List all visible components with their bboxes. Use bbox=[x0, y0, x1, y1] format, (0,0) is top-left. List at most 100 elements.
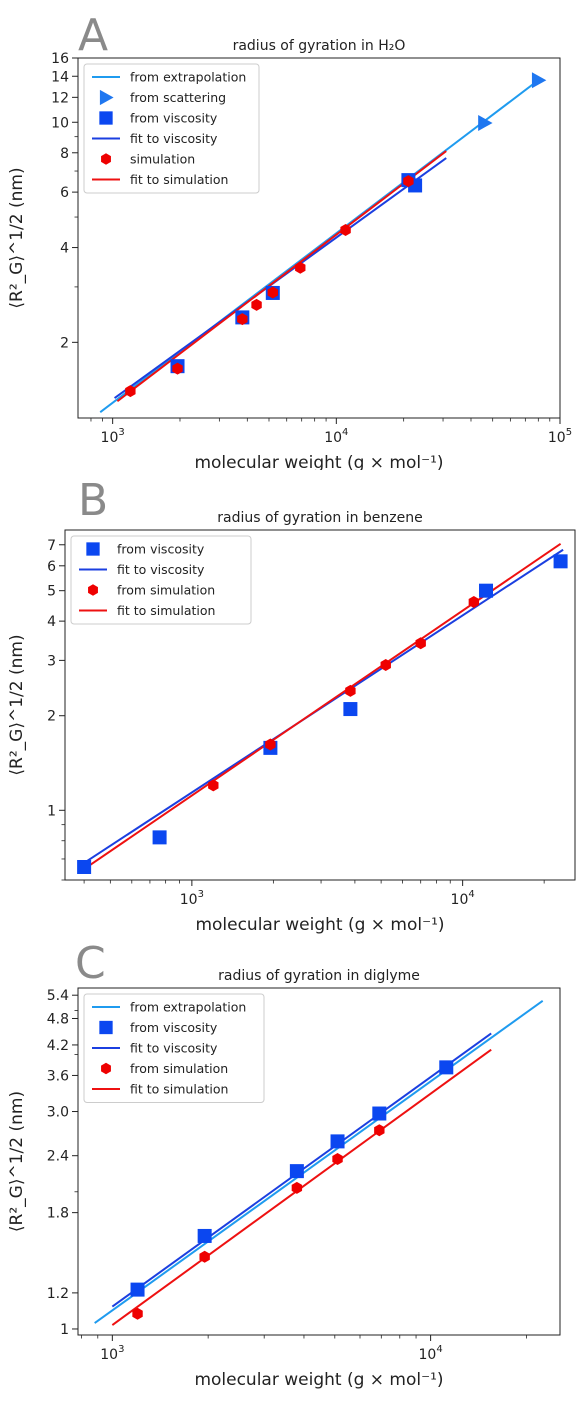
data-point-simulation bbox=[295, 261, 306, 274]
legend-label: from scattering bbox=[130, 90, 226, 105]
legend-box bbox=[83, 63, 260, 194]
data-point-simulation bbox=[237, 313, 248, 326]
y-tick-label: 4 bbox=[60, 241, 69, 257]
x-axis-label: molecular weight (g × mol⁻¹) bbox=[194, 453, 443, 470]
y-tick-label: 16 bbox=[51, 51, 69, 67]
data-point-simulation bbox=[251, 298, 262, 311]
legend-marker-icon bbox=[99, 111, 113, 125]
data-point-simulation bbox=[267, 286, 278, 299]
legend-marker-icon bbox=[99, 89, 114, 106]
x-tick-label: 104 bbox=[419, 1344, 443, 1363]
data-point-from-simulation bbox=[265, 738, 276, 751]
data-point-from-scattering bbox=[531, 72, 547, 89]
series-line-fit-to-simulation bbox=[83, 542, 562, 870]
y-axis: 2 4 6 8 10 12 14 16 bbox=[51, 51, 78, 351]
data-point-from-viscosity bbox=[439, 1060, 454, 1075]
data-point-simulation bbox=[172, 362, 183, 375]
y-tick-label: 1.2 bbox=[47, 1286, 69, 1302]
data-point-from-viscosity bbox=[479, 583, 494, 598]
legend: from extrapolation from scattering from vi… bbox=[83, 63, 260, 194]
y-tick-label: 10 bbox=[51, 115, 69, 131]
y-axis: 1 1.2 1.8 2.4 3.0 3.6 4.2 4.8 5.4 bbox=[47, 988, 78, 1338]
x-axis: 103 104 105 bbox=[101, 418, 572, 446]
legend: from extrapolation from viscosity fit to v… bbox=[83, 993, 265, 1103]
legend-label: fit to simulation bbox=[130, 172, 228, 187]
plot-frame bbox=[64, 529, 576, 881]
legend-label: from viscosity bbox=[130, 1020, 218, 1035]
data-point-from-simulation bbox=[374, 1124, 385, 1137]
data-point-from-viscosity bbox=[130, 1282, 145, 1297]
data-point-simulation bbox=[403, 175, 414, 188]
legend-label: fit to viscosity bbox=[130, 1041, 218, 1056]
x-tick-label: 105 bbox=[548, 427, 572, 446]
x-axis-label: molecular weight (g × mol⁻¹) bbox=[194, 1370, 443, 1390]
x-tick-label-base: 10 bbox=[451, 892, 469, 908]
data-point-from-viscosity bbox=[372, 1106, 387, 1121]
series-line-from-extrapolation bbox=[94, 999, 544, 1324]
y-tick-label: 4.8 bbox=[47, 1012, 69, 1028]
y-tick-label: 2 bbox=[60, 335, 69, 351]
x-tick-label-exponent: 4 bbox=[342, 427, 348, 438]
x-axis: 103 104 bbox=[180, 880, 475, 908]
legend-marker-icon bbox=[99, 1020, 113, 1035]
x-tick-label: 104 bbox=[451, 889, 475, 908]
legend-marker-icon bbox=[88, 584, 98, 596]
panel-letter: B bbox=[78, 475, 108, 526]
legend-label: from viscosity bbox=[117, 542, 205, 557]
y-tick-label: 8 bbox=[60, 146, 69, 162]
y-tick-label: 1 bbox=[47, 803, 56, 819]
panel-letter: A bbox=[78, 10, 108, 61]
data-point-from-simulation bbox=[132, 1307, 143, 1320]
plot-frame bbox=[77, 987, 561, 1336]
chart-title: radius of gyration in diglyme bbox=[218, 968, 420, 984]
legend-label: fit to simulation bbox=[130, 1082, 228, 1097]
y-tick-label: 1.8 bbox=[47, 1206, 69, 1222]
legend-marker-icon bbox=[86, 542, 100, 556]
plot-area bbox=[99, 72, 547, 413]
y-tick-label: 2.4 bbox=[47, 1149, 69, 1165]
legend-label: from simulation bbox=[117, 583, 215, 598]
x-tick-label: 103 bbox=[100, 1344, 124, 1363]
legend-marker-icon bbox=[101, 1062, 111, 1075]
data-point-from-viscosity bbox=[330, 1134, 345, 1149]
legend-box bbox=[70, 535, 252, 625]
x-tick-label-base: 10 bbox=[548, 430, 566, 446]
legend-label: from simulation bbox=[130, 1061, 228, 1076]
x-tick-label: 103 bbox=[101, 427, 125, 446]
x-tick-label-base: 10 bbox=[180, 892, 198, 908]
minor-ticks bbox=[61, 824, 545, 884]
x-tick-label: 104 bbox=[324, 427, 348, 446]
data-point-from-viscosity bbox=[77, 859, 92, 874]
plot-area bbox=[94, 999, 544, 1326]
y-tick-label: 4.2 bbox=[47, 1038, 69, 1054]
minor-ticks bbox=[74, 136, 551, 422]
y-tick-label: 6 bbox=[47, 559, 56, 575]
y-tick-label: 14 bbox=[51, 69, 69, 85]
data-point-from-simulation bbox=[199, 1250, 210, 1263]
legend-label: from extrapolation bbox=[130, 70, 246, 85]
legend-marker-icon bbox=[101, 153, 111, 165]
x-tick-label-base: 10 bbox=[419, 1347, 437, 1363]
chart-title: radius of gyration in H₂O bbox=[233, 38, 406, 54]
data-point-from-viscosity bbox=[152, 830, 167, 845]
data-point-from-simulation bbox=[332, 1153, 343, 1166]
legend-label: simulation bbox=[130, 152, 195, 167]
data-point-simulation bbox=[125, 385, 136, 398]
plot-area bbox=[77, 542, 568, 874]
x-tick-label-exponent: 5 bbox=[566, 427, 572, 438]
x-tick-label-base: 10 bbox=[324, 430, 342, 446]
x-tick-label: 103 bbox=[180, 889, 204, 908]
data-point-simulation bbox=[340, 223, 351, 236]
legend-label: from viscosity bbox=[130, 111, 218, 126]
legend-label: fit to simulation bbox=[117, 603, 215, 618]
data-point-from-simulation bbox=[291, 1181, 303, 1194]
y-tick-label: 5.4 bbox=[47, 988, 69, 1004]
y-tick-label: 7 bbox=[47, 538, 56, 554]
legend-label: fit to viscosity bbox=[117, 562, 205, 577]
legend-label: from extrapolation bbox=[130, 1000, 246, 1015]
